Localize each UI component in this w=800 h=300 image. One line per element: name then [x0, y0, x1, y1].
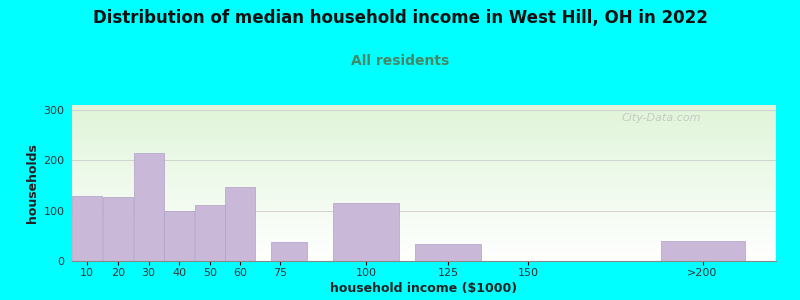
- Bar: [72, 196, 102, 261]
- X-axis label: household income ($1000): household income ($1000): [330, 282, 518, 295]
- Bar: [164, 211, 194, 261]
- Bar: [333, 203, 399, 261]
- Bar: [134, 153, 163, 261]
- Text: City-Data.com: City-Data.com: [621, 113, 701, 123]
- Bar: [271, 242, 307, 261]
- Bar: [415, 244, 482, 261]
- Bar: [226, 187, 255, 261]
- Text: All residents: All residents: [351, 54, 449, 68]
- Y-axis label: households: households: [26, 143, 39, 223]
- Bar: [194, 205, 225, 261]
- Text: Distribution of median household income in West Hill, OH in 2022: Distribution of median household income …: [93, 9, 707, 27]
- Bar: [661, 241, 745, 261]
- Bar: [103, 196, 133, 261]
